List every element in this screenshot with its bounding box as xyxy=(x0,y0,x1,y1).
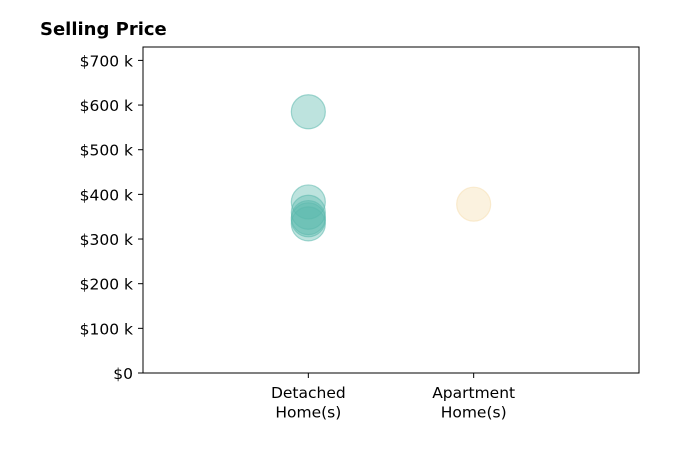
y-tick-label: $0 xyxy=(113,365,133,383)
plot-area-frame xyxy=(142,46,640,374)
y-tick-label: $600 k xyxy=(80,97,133,115)
y-tick-label: $200 k xyxy=(80,276,133,294)
y-tick-label: $300 k xyxy=(80,231,133,249)
y-tick-label: $400 k xyxy=(80,186,133,204)
chart-title: Selling Price xyxy=(40,19,167,40)
y-tick-label: $100 k xyxy=(80,320,133,338)
data-point xyxy=(290,184,326,220)
x-tick-label: Detached Home(s) xyxy=(271,384,346,422)
y-axis: $0 $100 k $200 k $300 k $400 k $500 k $600 k $7… xyxy=(80,52,143,383)
data-point xyxy=(290,94,326,130)
points-layer xyxy=(290,94,492,242)
y-tick-label: $500 k xyxy=(80,142,133,160)
x-tick-label: Apartment Home(s) xyxy=(432,384,515,422)
data-point xyxy=(290,194,326,230)
y-tick-label: $700 k xyxy=(80,52,133,70)
x-axis: Detached Home(s) Apartment Home(s) xyxy=(271,373,515,422)
data-point xyxy=(456,186,492,222)
data-point xyxy=(290,206,326,242)
